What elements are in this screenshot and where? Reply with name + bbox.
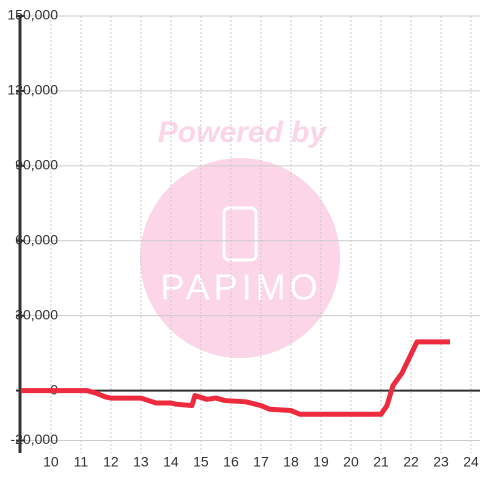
x-tick-label: 17 [253, 454, 269, 470]
watermark-circle [140, 158, 340, 358]
y-tick-label: 120,000 [7, 82, 58, 98]
x-tick-label: 20 [343, 454, 359, 470]
y-tick-label: 90,000 [15, 157, 58, 173]
x-tick-label: 12 [103, 454, 119, 470]
y-tick-label: 60,000 [15, 231, 58, 247]
x-tick-label: 21 [373, 454, 389, 470]
watermark-top: Powered by [158, 116, 328, 149]
x-tick-label: 14 [163, 454, 179, 470]
data-line [20, 339, 450, 417]
x-tick-label: 16 [223, 454, 239, 470]
x-tick-label: 11 [74, 454, 89, 470]
x-tick-label: 15 [193, 454, 209, 470]
y-tick-label: -20,000 [11, 431, 59, 447]
x-tick-label: 18 [283, 454, 299, 470]
watermark-phone [222, 206, 258, 262]
y-tick-label: 150,000 [7, 7, 58, 23]
x-tick-label: 10 [43, 454, 59, 470]
x-tick-label: 13 [133, 454, 149, 470]
x-tick-label: 19 [313, 454, 329, 470]
y-tick-label: 30,000 [15, 306, 58, 322]
watermark-logo: PAPIMO [160, 267, 321, 308]
x-tick-label: 24 [463, 454, 479, 470]
x-tick-label: 22 [403, 454, 419, 470]
x-tick-label: 23 [433, 454, 449, 470]
